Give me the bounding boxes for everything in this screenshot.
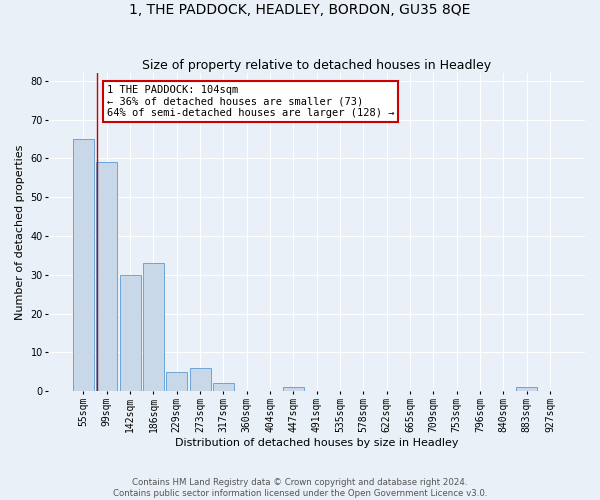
Title: Size of property relative to detached houses in Headley: Size of property relative to detached ho…	[142, 59, 491, 72]
Bar	[166, 372, 187, 391]
Bar	[190, 368, 211, 391]
Bar	[96, 162, 117, 391]
Bar	[283, 388, 304, 391]
Bar	[73, 139, 94, 391]
Y-axis label: Number of detached properties: Number of detached properties	[15, 144, 25, 320]
Text: Contains HM Land Registry data © Crown copyright and database right 2024.
Contai: Contains HM Land Registry data © Crown c…	[113, 478, 487, 498]
Bar	[516, 388, 537, 391]
X-axis label: Distribution of detached houses by size in Headley: Distribution of detached houses by size …	[175, 438, 458, 448]
Text: 1 THE PADDOCK: 104sqm
← 36% of detached houses are smaller (73)
64% of semi-deta: 1 THE PADDOCK: 104sqm ← 36% of detached …	[107, 85, 394, 118]
Bar	[143, 263, 164, 391]
Bar	[119, 275, 140, 391]
Text: 1, THE PADDOCK, HEADLEY, BORDON, GU35 8QE: 1, THE PADDOCK, HEADLEY, BORDON, GU35 8Q…	[130, 2, 470, 16]
Bar	[213, 384, 234, 391]
